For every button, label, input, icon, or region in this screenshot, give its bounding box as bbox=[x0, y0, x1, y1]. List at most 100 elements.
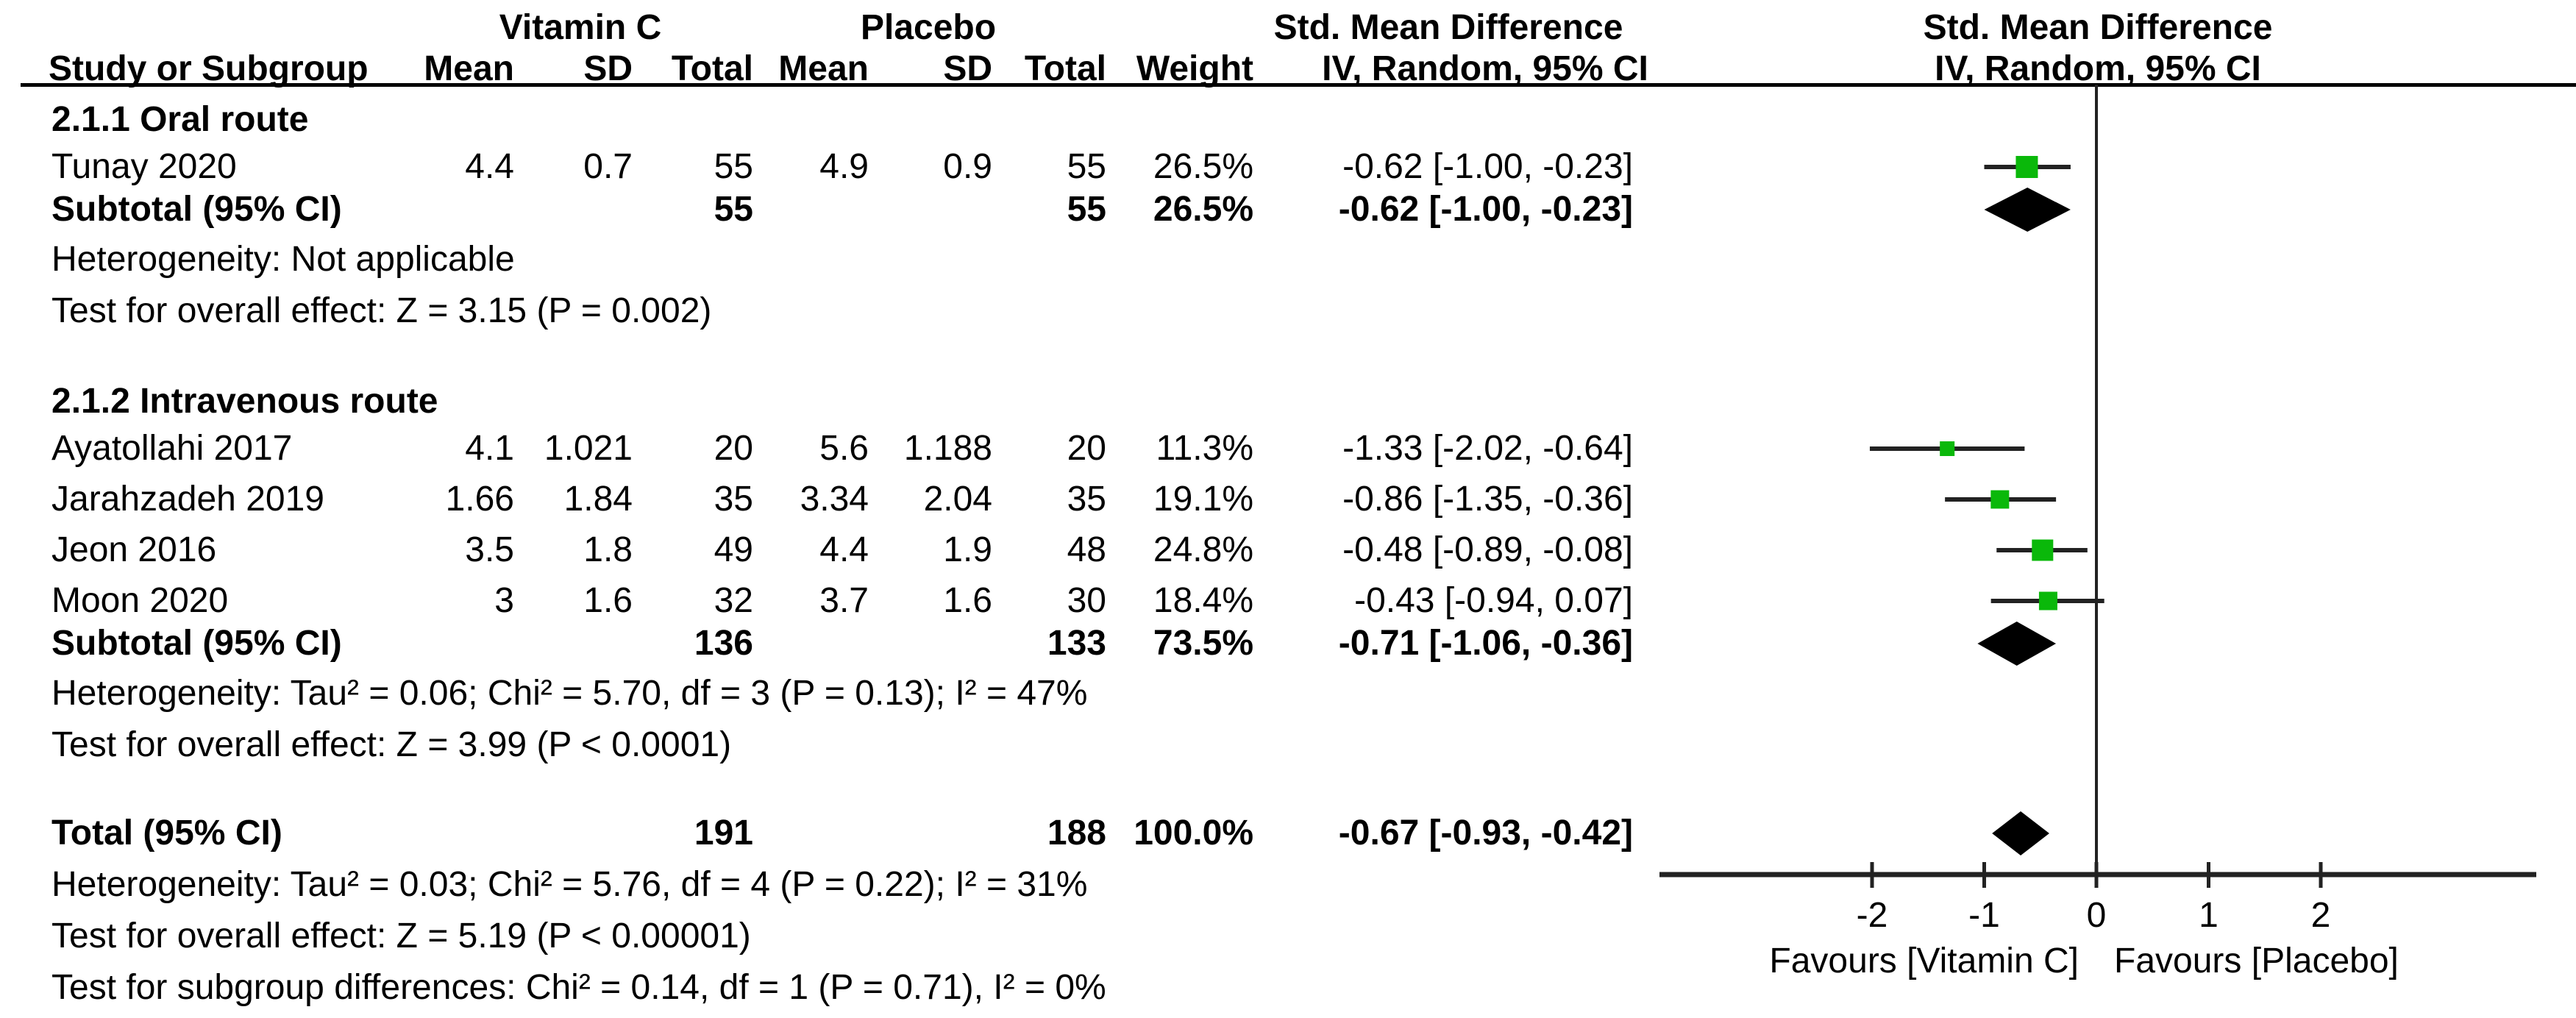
study-tunay-2020-mean-vitc: 4.4 bbox=[465, 147, 514, 186]
total-total-placebo: 188 bbox=[1047, 814, 1106, 853]
overall-effect-note-1: Test for overall effect: Z = 3.15 (P = 0… bbox=[51, 291, 712, 330]
subtotal-2-weight: 73.5% bbox=[1153, 624, 1253, 663]
study-label-moon-2020: Moon 2020 bbox=[51, 581, 229, 620]
study-tunay-2020-total-vitc: 55 bbox=[714, 147, 753, 186]
subtotal-1-ci-text: -0.62 [-1.00, -0.23] bbox=[1338, 190, 1633, 229]
study-tunay-2020-weight: 26.5% bbox=[1153, 147, 1253, 186]
study-tunay-2020-sd-vitc: 0.7 bbox=[583, 147, 633, 186]
effect-marker-ayatollahi-2017 bbox=[1940, 441, 1955, 456]
study-tunay-2020-ci-text: -0.62 [-1.00, -0.23] bbox=[1342, 147, 1633, 186]
total-weight: 100.0% bbox=[1134, 814, 1253, 853]
col-header-study: Study or Subgroup bbox=[49, 49, 369, 88]
col-header-mean-2: Mean bbox=[778, 49, 869, 88]
study-jarahzadeh-2019-sd-placebo: 2.04 bbox=[923, 480, 992, 519]
study-jarahzadeh-2019-sd-vitc: 1.84 bbox=[563, 480, 633, 519]
header-rule bbox=[21, 83, 2576, 87]
effect-marker-jarahzadeh-2019 bbox=[1990, 490, 2010, 509]
study-jarahzadeh-2019-total-placebo: 35 bbox=[1067, 480, 1106, 519]
col-header-weight: Weight bbox=[1136, 49, 1253, 88]
col-header-sd-1: SD bbox=[583, 49, 633, 88]
effect-header-plot: Std. Mean Difference bbox=[1923, 8, 2273, 47]
pooled-diamond-subtotal-2 bbox=[1977, 622, 2057, 666]
study-tunay-2020-total-placebo: 55 bbox=[1067, 147, 1106, 186]
study-label-ayatollahi-2017: Ayatollahi 2017 bbox=[51, 429, 293, 468]
study-moon-2020-mean-placebo: 3.7 bbox=[819, 581, 869, 620]
total-ci-text: -0.67 [-0.93, -0.42] bbox=[1338, 814, 1633, 853]
study-moon-2020-sd-placebo: 1.6 bbox=[943, 581, 992, 620]
study-moon-2020-weight: 18.4% bbox=[1153, 581, 1253, 620]
study-ayatollahi-2017-mean-vitc: 4.1 bbox=[465, 429, 514, 468]
axis-tick-label--1: -1 bbox=[1968, 896, 2000, 935]
subtotal-1-weight: 26.5% bbox=[1153, 190, 1253, 229]
study-jeon-2016-sd-vitc: 1.8 bbox=[583, 530, 633, 569]
study-ayatollahi-2017-sd-vitc: 1.021 bbox=[544, 429, 633, 468]
effect-marker-moon-2020 bbox=[2038, 591, 2057, 611]
subgroup-title-1: 2.1.1 Oral route bbox=[51, 100, 309, 139]
study-moon-2020-total-vitc: 32 bbox=[714, 581, 753, 620]
study-ayatollahi-2017-sd-placebo: 1.188 bbox=[903, 429, 992, 468]
study-jarahzadeh-2019-total-vitc: 35 bbox=[714, 480, 753, 519]
study-jeon-2016-ci-text: -0.48 [-0.89, -0.08] bbox=[1342, 530, 1633, 569]
study-ayatollahi-2017-ci-text: -1.33 [-2.02, -0.64] bbox=[1342, 429, 1633, 468]
col-header-sd-2: SD bbox=[943, 49, 992, 88]
pooled-diamond-subtotal-1 bbox=[1984, 188, 2071, 232]
col-header-method-plot: IV, Random, 95% CI bbox=[1935, 49, 2261, 88]
study-label-tunay-2020: Tunay 2020 bbox=[51, 147, 237, 186]
study-jeon-2016-total-placebo: 48 bbox=[1067, 530, 1106, 569]
col-header-method-table: IV, Random, 95% CI bbox=[1322, 49, 1648, 88]
heterogeneity-note-1: Heterogeneity: Not applicable bbox=[51, 240, 515, 279]
zero-line bbox=[2095, 85, 2098, 875]
study-jeon-2016-mean-placebo: 4.4 bbox=[819, 530, 869, 569]
overall-effect-note-2: Test for overall effect: Z = 3.99 (P < 0… bbox=[51, 725, 732, 764]
study-ayatollahi-2017-total-placebo: 20 bbox=[1067, 429, 1106, 468]
footnote-1: Heterogeneity: Tau² = 0.03; Chi² = 5.76,… bbox=[51, 865, 1088, 904]
study-jeon-2016-mean-vitc: 3.5 bbox=[465, 530, 514, 569]
axis-tick-label-1: 1 bbox=[2199, 896, 2219, 935]
subtotal-1-total-vitc: 55 bbox=[714, 190, 753, 229]
subtotal-label-2: Subtotal (95% CI) bbox=[51, 624, 342, 663]
study-jeon-2016-sd-placebo: 1.9 bbox=[943, 530, 992, 569]
study-jeon-2016-weight: 24.8% bbox=[1153, 530, 1253, 569]
total-label: Total (95% CI) bbox=[51, 814, 282, 853]
footnote-3: Test for subgroup differences: Chi² = 0.… bbox=[51, 968, 1106, 1007]
effect-marker-tunay-2020 bbox=[2015, 156, 2038, 178]
effect-header-table: Std. Mean Difference bbox=[1273, 8, 1623, 47]
subgroup-title-2: 2.1.2 Intravenous route bbox=[51, 382, 438, 421]
study-jarahzadeh-2019-ci-text: -0.86 [-1.35, -0.36] bbox=[1342, 480, 1633, 519]
study-jarahzadeh-2019-weight: 19.1% bbox=[1153, 480, 1253, 519]
subtotal-1-total-placebo: 55 bbox=[1067, 190, 1106, 229]
study-label-jarahzadeh-2019: Jarahzadeh 2019 bbox=[51, 480, 324, 519]
favours-right-label: Favours [Placebo] bbox=[2114, 942, 2399, 980]
study-ayatollahi-2017-mean-placebo: 5.6 bbox=[819, 429, 869, 468]
favours-left-label: Favours [Vitamin C] bbox=[1769, 942, 2079, 980]
subtotal-label-1: Subtotal (95% CI) bbox=[51, 190, 342, 229]
pooled-diamond-total bbox=[1992, 811, 2049, 855]
axis-tick-label-2: 2 bbox=[2310, 896, 2331, 935]
study-moon-2020-sd-vitc: 1.6 bbox=[583, 581, 633, 620]
axis-tick-label-0: 0 bbox=[2086, 896, 2107, 935]
col-header-mean-1: Mean bbox=[424, 49, 514, 88]
study-moon-2020-total-placebo: 30 bbox=[1067, 581, 1106, 620]
col-header-total-2: Total bbox=[1024, 49, 1106, 88]
study-ayatollahi-2017-weight: 11.3% bbox=[1156, 429, 1253, 468]
study-ayatollahi-2017-total-vitc: 20 bbox=[714, 429, 753, 468]
study-moon-2020-mean-vitc: 3 bbox=[494, 581, 514, 620]
footnote-2: Test for overall effect: Z = 5.19 (P < 0… bbox=[51, 916, 751, 955]
group1-header: Vitamin C bbox=[499, 8, 662, 47]
study-moon-2020-ci-text: -0.43 [-0.94, 0.07] bbox=[1354, 581, 1633, 620]
study-jarahzadeh-2019-mean-placebo: 3.34 bbox=[800, 480, 869, 519]
effect-marker-jeon-2016 bbox=[2032, 539, 2054, 561]
subtotal-2-total-placebo: 133 bbox=[1047, 624, 1106, 663]
study-jarahzadeh-2019-mean-vitc: 1.66 bbox=[445, 480, 514, 519]
group2-header: Placebo bbox=[860, 8, 997, 47]
subtotal-2-ci-text: -0.71 [-1.06, -0.36] bbox=[1338, 624, 1633, 663]
heterogeneity-note-2: Heterogeneity: Tau² = 0.06; Chi² = 5.70,… bbox=[51, 674, 1088, 713]
study-jeon-2016-total-vitc: 49 bbox=[714, 530, 753, 569]
study-label-jeon-2016: Jeon 2016 bbox=[51, 530, 217, 569]
subtotal-2-total-vitc: 136 bbox=[694, 624, 753, 663]
study-tunay-2020-mean-placebo: 4.9 bbox=[819, 147, 869, 186]
col-header-total-1: Total bbox=[671, 49, 753, 88]
study-tunay-2020-sd-placebo: 0.9 bbox=[943, 147, 992, 186]
axis-tick-label--2: -2 bbox=[1856, 896, 1888, 935]
